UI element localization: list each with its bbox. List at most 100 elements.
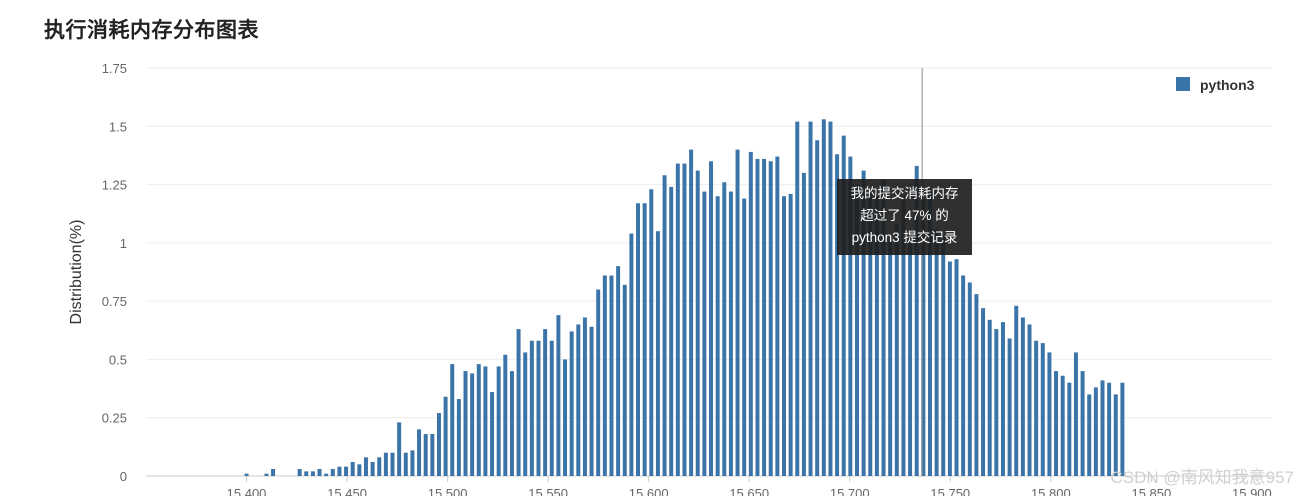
bar[interactable] bbox=[762, 158, 767, 476]
bar[interactable] bbox=[981, 308, 986, 476]
bar[interactable] bbox=[702, 191, 707, 476]
bar[interactable] bbox=[549, 340, 554, 476]
bar[interactable] bbox=[536, 340, 541, 476]
bar[interactable] bbox=[582, 317, 587, 476]
bar[interactable] bbox=[456, 399, 461, 476]
bar[interactable] bbox=[828, 121, 833, 477]
bar[interactable] bbox=[689, 149, 694, 476]
bar[interactable] bbox=[894, 224, 899, 476]
bar[interactable] bbox=[1060, 375, 1065, 476]
bar[interactable] bbox=[655, 231, 660, 476]
bar[interactable] bbox=[954, 259, 959, 476]
bar[interactable] bbox=[927, 191, 932, 476]
bar[interactable] bbox=[788, 193, 793, 476]
bar[interactable] bbox=[961, 275, 966, 477]
bar[interactable] bbox=[264, 473, 269, 476]
bar[interactable] bbox=[476, 364, 481, 476]
bar[interactable] bbox=[509, 371, 514, 476]
bar[interactable] bbox=[808, 121, 813, 477]
bar[interactable] bbox=[795, 121, 800, 477]
bar[interactable] bbox=[987, 319, 992, 476]
bar[interactable] bbox=[516, 329, 521, 476]
bar[interactable] bbox=[1000, 322, 1005, 476]
bar[interactable] bbox=[390, 452, 395, 476]
bar[interactable] bbox=[310, 471, 315, 476]
bar[interactable] bbox=[377, 457, 382, 476]
bar[interactable] bbox=[496, 366, 501, 476]
bar[interactable] bbox=[1047, 352, 1052, 476]
bar[interactable] bbox=[609, 275, 614, 477]
legend-swatch[interactable] bbox=[1176, 77, 1190, 91]
bar[interactable] bbox=[735, 149, 740, 476]
bar[interactable] bbox=[410, 450, 415, 476]
bar[interactable] bbox=[994, 329, 999, 476]
bar[interactable] bbox=[596, 289, 601, 476]
bars[interactable] bbox=[244, 119, 1125, 477]
bar[interactable] bbox=[921, 198, 926, 476]
bar[interactable] bbox=[556, 315, 561, 476]
bar[interactable] bbox=[841, 135, 846, 477]
bar[interactable] bbox=[271, 469, 276, 476]
bar[interactable] bbox=[861, 170, 866, 476]
bar[interactable] bbox=[675, 163, 680, 476]
bar[interactable] bbox=[748, 151, 753, 476]
bar[interactable] bbox=[941, 233, 946, 476]
bar[interactable] bbox=[848, 156, 853, 476]
bar[interactable] bbox=[563, 359, 568, 476]
bar[interactable] bbox=[888, 240, 893, 476]
bar[interactable] bbox=[947, 261, 952, 476]
bar[interactable] bbox=[801, 172, 806, 476]
bar[interactable] bbox=[855, 184, 859, 476]
bar[interactable] bbox=[1107, 382, 1112, 476]
bar[interactable] bbox=[722, 182, 727, 477]
bar[interactable] bbox=[370, 462, 375, 476]
bar[interactable] bbox=[430, 434, 435, 476]
bar[interactable] bbox=[450, 364, 455, 476]
bar[interactable] bbox=[589, 326, 594, 476]
bar[interactable] bbox=[436, 413, 441, 476]
bar[interactable] bbox=[576, 324, 581, 476]
bar[interactable] bbox=[529, 340, 534, 476]
bar[interactable] bbox=[383, 452, 388, 476]
bar[interactable] bbox=[868, 193, 873, 476]
bar[interactable] bbox=[1020, 317, 1025, 476]
bar[interactable] bbox=[1007, 338, 1012, 476]
bar[interactable] bbox=[1100, 380, 1105, 476]
bar[interactable] bbox=[1027, 324, 1032, 476]
bar[interactable] bbox=[901, 196, 906, 477]
bar[interactable] bbox=[768, 161, 773, 476]
bar[interactable] bbox=[835, 154, 840, 476]
bar[interactable] bbox=[874, 196, 879, 477]
bar[interactable] bbox=[490, 392, 495, 476]
bar[interactable] bbox=[616, 266, 621, 476]
bar[interactable] bbox=[324, 473, 329, 476]
bar[interactable] bbox=[344, 466, 349, 476]
bar[interactable] bbox=[297, 469, 302, 476]
bar[interactable] bbox=[934, 228, 939, 476]
bar[interactable] bbox=[1034, 340, 1039, 476]
bar[interactable] bbox=[304, 471, 309, 476]
bar[interactable] bbox=[423, 434, 428, 476]
bar[interactable] bbox=[363, 457, 368, 476]
bar[interactable] bbox=[330, 469, 335, 476]
bar[interactable] bbox=[642, 203, 647, 476]
bar[interactable] bbox=[317, 469, 322, 476]
bar[interactable] bbox=[728, 191, 733, 476]
bar[interactable] bbox=[715, 196, 720, 477]
bar[interactable] bbox=[782, 196, 786, 477]
bar[interactable] bbox=[1113, 394, 1118, 476]
bar[interactable] bbox=[463, 371, 468, 476]
bar[interactable] bbox=[908, 233, 913, 476]
bar[interactable] bbox=[815, 140, 820, 476]
bar[interactable] bbox=[503, 354, 508, 476]
bar[interactable] bbox=[523, 352, 528, 476]
bar[interactable] bbox=[821, 119, 826, 476]
bar[interactable] bbox=[1073, 352, 1078, 476]
bar[interactable] bbox=[483, 366, 488, 476]
bar[interactable] bbox=[1040, 343, 1045, 476]
bar[interactable] bbox=[1014, 305, 1019, 476]
bar[interactable] bbox=[695, 170, 700, 476]
bar[interactable] bbox=[709, 161, 713, 476]
bar[interactable] bbox=[742, 198, 747, 476]
bar[interactable] bbox=[682, 163, 687, 476]
